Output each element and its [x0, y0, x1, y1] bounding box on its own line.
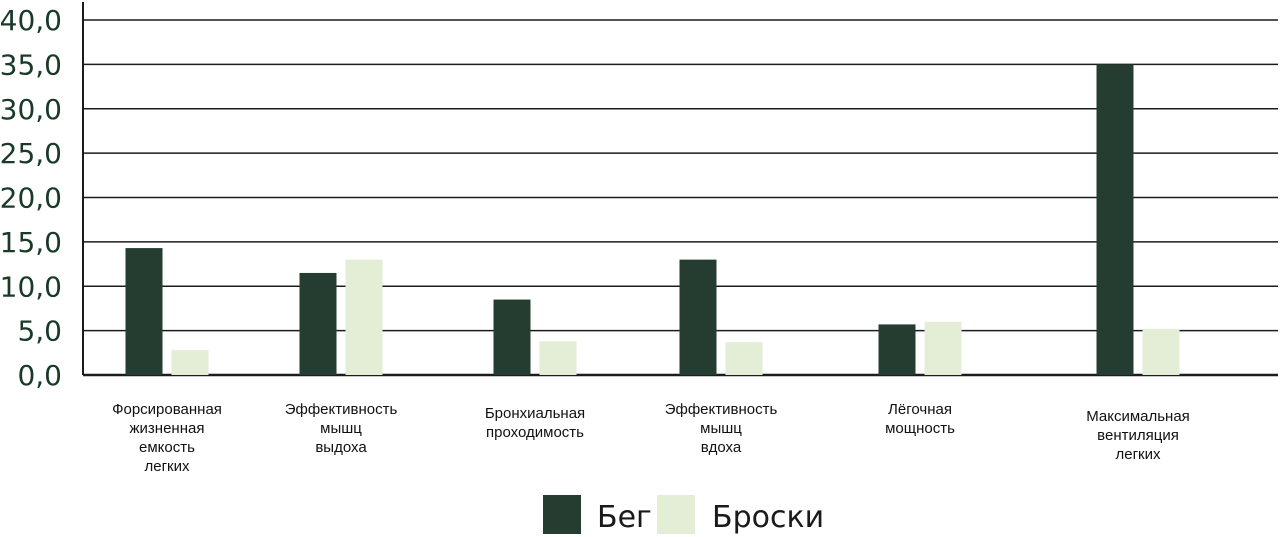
bar-series-2-category-3	[539, 341, 577, 375]
x-category-label-line: емкость	[139, 439, 195, 456]
y-axis-ticks: 0,0 5,0 10,0 15,0 20,0 25,0 30,0 35,0 40,0	[0, 4, 62, 392]
bar-series-1-category-3	[493, 299, 531, 375]
legend-swatch	[657, 495, 695, 534]
x-category-label-line: проходимость	[486, 424, 584, 441]
x-category-label: Эффективность мышц вдоха	[665, 401, 778, 456]
x-category-label-line: мощность	[885, 420, 955, 437]
x-category-label: Бронхиальная проходимость	[485, 405, 585, 441]
x-category-label-line: мышц	[700, 420, 742, 437]
y-tick-label: 25,0	[0, 137, 62, 170]
legend: Бег Броски	[543, 495, 824, 535]
x-category-label-line: Эффективность	[665, 401, 778, 418]
bar-series-2-category-6	[1142, 328, 1180, 375]
y-tick-label: 40,0	[0, 4, 62, 37]
x-category-label: Форсированная жизненная емкость легких	[112, 401, 222, 475]
x-category-label-line: Максимальная	[1086, 408, 1190, 425]
x-category-label: Лёгочная мощность	[885, 401, 955, 437]
legend-label: Бег	[597, 500, 652, 535]
gridlines	[83, 19, 1278, 377]
y-tick-label: 5,0	[17, 315, 62, 348]
legend-item: Броски	[657, 495, 824, 535]
x-category-label-line: вентиляция	[1097, 427, 1179, 444]
bar-series-2-category-5	[924, 321, 962, 375]
x-category-label-line: легких	[144, 458, 190, 475]
bar-series-1-category-4	[679, 259, 717, 375]
x-category-label-line: мышц	[320, 420, 362, 437]
bar-series-2-category-4	[725, 342, 763, 375]
x-category-label-line: Форсированная	[112, 401, 222, 418]
y-tick-label: 15,0	[0, 226, 62, 259]
x-category-label-line: выдоха	[315, 439, 367, 456]
bar-series-1-category-1	[125, 248, 163, 375]
bar-series-1-category-5	[878, 324, 916, 375]
x-axis-category-labels: Форсированная жизненная емкость легких Эффек…	[112, 401, 1190, 475]
x-category-label-line: Эффективность	[285, 401, 398, 418]
y-tick-label: 10,0	[0, 270, 62, 303]
x-category-label: Эффективность мышц выдоха	[285, 401, 398, 456]
bars	[125, 64, 1180, 375]
legend-item: Бег	[543, 495, 652, 535]
x-category-label-line: Лёгочная	[888, 401, 952, 418]
y-tick-label: 20,0	[0, 182, 62, 215]
bar-series-2-category-1	[171, 350, 209, 375]
legend-swatch	[543, 495, 581, 534]
x-category-label-line: легких	[1115, 446, 1161, 463]
y-tick-label: 30,0	[0, 93, 62, 126]
x-category-label-line: жизненная	[130, 420, 205, 437]
x-category-label: Максимальная вентиляция легких	[1086, 408, 1190, 463]
bar-series-1-category-2	[299, 272, 337, 375]
x-category-label-line: вдоха	[701, 439, 742, 456]
bar-series-1-category-6	[1096, 64, 1134, 375]
x-category-label-line: Бронхиальная	[485, 405, 585, 422]
bar-series-2-category-2	[345, 259, 383, 375]
legend-label: Броски	[712, 500, 824, 535]
y-tick-label: 0,0	[17, 359, 62, 392]
y-tick-label: 35,0	[0, 48, 62, 81]
